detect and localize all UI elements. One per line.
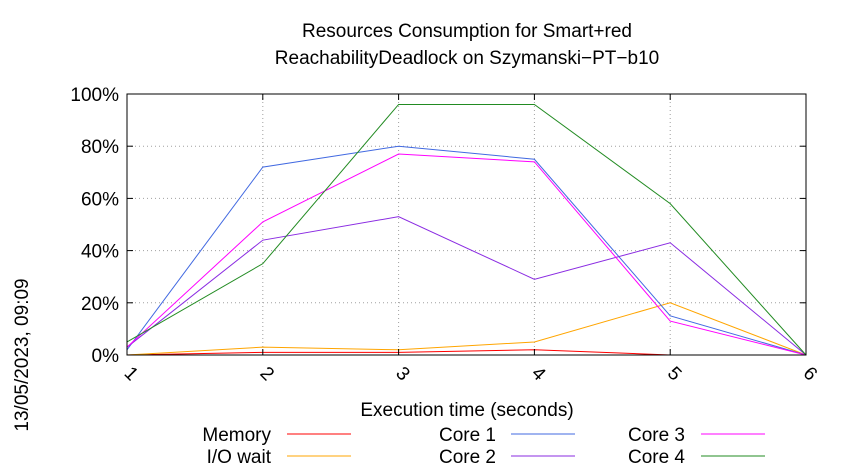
x-axis-label: Execution time (seconds) <box>360 400 573 421</box>
y-tick-label: 20% <box>81 294 119 315</box>
y-tick-label: 100% <box>70 85 119 106</box>
legend-label: Core 1 <box>439 425 496 446</box>
x-tick-label: 3 <box>391 363 413 385</box>
y-tick-label: 40% <box>81 242 119 263</box>
series-line-i-o-wait <box>126 302 807 356</box>
x-tick-label: 2 <box>256 363 278 385</box>
series-line-memory <box>126 349 806 356</box>
series-lines <box>126 103 807 356</box>
x-tick-label: 4 <box>527 363 550 386</box>
x-tick-label: 1 <box>120 363 142 385</box>
legend-label: Memory <box>202 425 271 446</box>
y-tick-label: 80% <box>81 137 119 158</box>
chart-title-line1: Resources Consumption for Smart+red <box>302 21 632 42</box>
plot-frame <box>126 93 807 356</box>
ticks: 0% 20% 40% 60% 80% 100% 1 2 3 4 5 6 <box>70 85 821 386</box>
x-tick-label: 5 <box>663 363 685 385</box>
legend-label: Core 3 <box>628 425 685 446</box>
series-line-core-4 <box>126 103 807 356</box>
series-line-core-1 <box>126 145 807 356</box>
series-line-core-3 <box>126 153 807 356</box>
timestamp-label: 13/05/2023, 09:09 <box>12 278 33 431</box>
y-tick-label: 60% <box>81 189 119 210</box>
x-tick-label: 6 <box>799 363 821 385</box>
y-tick-label: 0% <box>92 346 120 367</box>
legend-label: I/O wait <box>207 447 272 468</box>
legend-label: Core 2 <box>439 447 496 468</box>
chart-title-line2: ReachabilityDeadlock on Szymanski−PT−b10 <box>275 48 659 69</box>
legend-label: Core 4 <box>628 447 685 468</box>
series-line-core-2 <box>126 216 807 356</box>
